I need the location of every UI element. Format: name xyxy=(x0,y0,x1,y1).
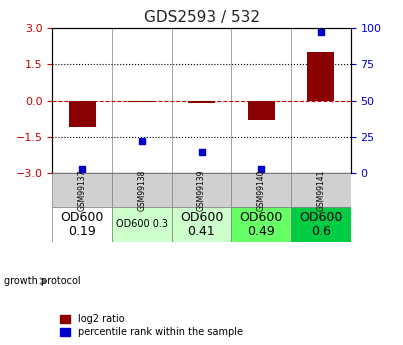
Text: OD600
0.6: OD600 0.6 xyxy=(299,211,343,238)
Bar xyxy=(69,100,96,127)
Legend: log2 ratio, percentile rank within the sample: log2 ratio, percentile rank within the s… xyxy=(57,312,245,340)
Title: GDS2593 / 532: GDS2593 / 532 xyxy=(143,10,260,25)
Text: GSM99137: GSM99137 xyxy=(78,170,87,211)
Bar xyxy=(248,100,274,120)
FancyBboxPatch shape xyxy=(231,207,291,242)
Point xyxy=(258,166,264,172)
Bar xyxy=(307,52,334,100)
Text: GSM99138: GSM99138 xyxy=(137,170,146,211)
Text: GSM99139: GSM99139 xyxy=(197,170,206,211)
Point xyxy=(198,149,205,154)
FancyBboxPatch shape xyxy=(52,174,112,207)
Point xyxy=(139,139,145,144)
Text: OD600
0.19: OD600 0.19 xyxy=(60,211,104,238)
Text: OD600 0.3: OD600 0.3 xyxy=(116,219,168,229)
FancyBboxPatch shape xyxy=(291,207,351,242)
FancyBboxPatch shape xyxy=(112,207,172,242)
FancyBboxPatch shape xyxy=(172,207,231,242)
FancyBboxPatch shape xyxy=(52,207,112,242)
Text: growth protocol: growth protocol xyxy=(4,276,81,286)
Text: GSM99141: GSM99141 xyxy=(316,170,325,211)
Point xyxy=(79,166,85,172)
Bar xyxy=(188,100,215,103)
FancyBboxPatch shape xyxy=(231,174,291,207)
Text: OD600
0.49: OD600 0.49 xyxy=(239,211,283,238)
Text: OD600
0.41: OD600 0.41 xyxy=(180,211,223,238)
FancyBboxPatch shape xyxy=(172,174,231,207)
Text: GSM99140: GSM99140 xyxy=(257,170,266,211)
Point xyxy=(318,29,324,35)
FancyBboxPatch shape xyxy=(112,174,172,207)
Bar xyxy=(129,100,155,102)
FancyBboxPatch shape xyxy=(291,174,351,207)
